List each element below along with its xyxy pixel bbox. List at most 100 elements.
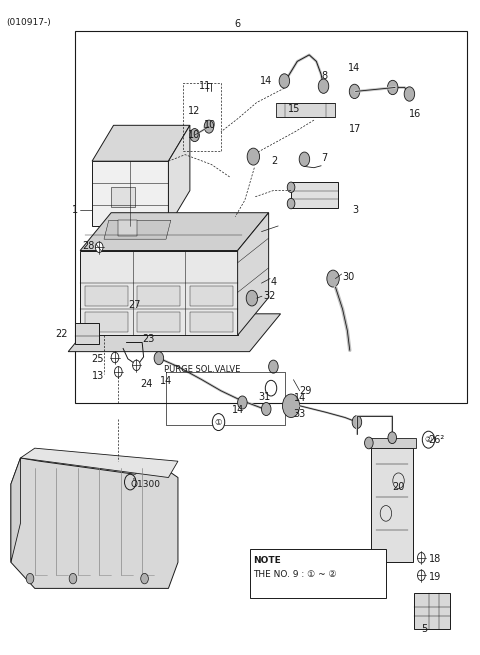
Circle shape — [262, 403, 271, 415]
Circle shape — [404, 87, 415, 101]
Text: 10: 10 — [204, 121, 216, 130]
Bar — [250, 550, 385, 598]
Circle shape — [69, 573, 77, 584]
Text: 5: 5 — [421, 624, 428, 634]
Circle shape — [154, 352, 164, 365]
Text: 12: 12 — [188, 106, 200, 116]
Text: ①: ① — [215, 418, 222, 426]
Circle shape — [279, 74, 289, 88]
Text: 26²: 26² — [429, 435, 445, 445]
Bar — [190, 286, 233, 306]
Text: 29: 29 — [300, 386, 312, 396]
Circle shape — [388, 432, 396, 443]
Circle shape — [204, 120, 214, 133]
Circle shape — [352, 415, 362, 428]
Text: 2: 2 — [271, 156, 277, 166]
Circle shape — [327, 270, 339, 287]
Text: 18: 18 — [429, 554, 441, 564]
Circle shape — [212, 413, 225, 430]
Text: 33: 33 — [293, 409, 306, 419]
Circle shape — [387, 81, 398, 95]
Text: 3: 3 — [352, 205, 358, 215]
Circle shape — [282, 394, 300, 417]
Text: PURGE SOL.VALVE: PURGE SOL.VALVE — [164, 365, 240, 375]
Circle shape — [318, 79, 329, 94]
Bar — [85, 286, 128, 306]
Circle shape — [132, 360, 140, 371]
Polygon shape — [21, 448, 178, 477]
Polygon shape — [168, 125, 190, 227]
Circle shape — [364, 437, 373, 449]
Bar — [190, 312, 233, 332]
Polygon shape — [80, 213, 269, 251]
Bar — [369, 438, 416, 448]
Text: 10: 10 — [188, 130, 200, 140]
Text: 27: 27 — [128, 300, 140, 310]
Text: 13: 13 — [92, 371, 104, 381]
Text: NOTE: NOTE — [253, 556, 281, 565]
Circle shape — [349, 84, 360, 98]
Text: 8: 8 — [321, 71, 327, 81]
Bar — [276, 103, 336, 117]
Bar — [137, 286, 180, 306]
Bar — [111, 187, 135, 207]
Bar — [137, 312, 180, 332]
Text: 28: 28 — [82, 241, 95, 251]
Text: 6: 6 — [235, 19, 240, 29]
Circle shape — [287, 182, 295, 193]
Text: 4: 4 — [271, 277, 277, 287]
Bar — [118, 219, 137, 236]
Polygon shape — [371, 448, 413, 562]
Text: 14: 14 — [294, 393, 306, 403]
Text: 24: 24 — [141, 379, 153, 389]
Circle shape — [141, 573, 148, 584]
Bar — [414, 593, 450, 629]
Circle shape — [246, 290, 258, 306]
Text: ②: ② — [425, 435, 432, 444]
Text: 30: 30 — [343, 272, 355, 282]
Text: 23: 23 — [142, 333, 155, 344]
Circle shape — [115, 367, 122, 377]
Polygon shape — [80, 251, 238, 335]
Text: 1: 1 — [72, 205, 78, 215]
Text: 16: 16 — [409, 109, 421, 119]
Polygon shape — [104, 220, 171, 239]
Bar — [85, 312, 128, 332]
Circle shape — [422, 431, 435, 448]
Text: 15: 15 — [288, 104, 300, 114]
Polygon shape — [68, 314, 281, 352]
Circle shape — [287, 198, 295, 209]
Circle shape — [269, 360, 278, 373]
Polygon shape — [11, 458, 178, 588]
Circle shape — [190, 128, 199, 141]
Polygon shape — [92, 125, 190, 161]
Text: 20: 20 — [393, 482, 405, 493]
Bar — [291, 182, 338, 208]
Polygon shape — [11, 458, 21, 562]
Circle shape — [418, 553, 425, 563]
Text: 14: 14 — [160, 376, 172, 386]
Circle shape — [247, 148, 260, 165]
Text: 14: 14 — [231, 405, 244, 415]
Circle shape — [96, 242, 103, 252]
Text: 7: 7 — [321, 153, 327, 163]
Bar — [75, 323, 99, 344]
Circle shape — [238, 396, 247, 409]
Text: 14: 14 — [348, 63, 360, 73]
Circle shape — [111, 352, 119, 363]
Text: 14: 14 — [260, 76, 272, 86]
Text: 32: 32 — [263, 291, 276, 301]
Text: THE NO. 9 : ① ~ ②: THE NO. 9 : ① ~ ② — [253, 570, 337, 579]
Text: 19: 19 — [429, 572, 441, 582]
Text: 11: 11 — [199, 81, 212, 91]
Text: 31: 31 — [259, 392, 271, 402]
Polygon shape — [238, 213, 269, 335]
Text: Õ1300: Õ1300 — [130, 479, 160, 489]
Circle shape — [299, 152, 310, 166]
Text: (010917-): (010917-) — [6, 18, 51, 27]
Bar — [75, 31, 467, 403]
Text: 17: 17 — [349, 124, 361, 134]
Polygon shape — [92, 161, 168, 227]
Text: 25: 25 — [92, 354, 104, 364]
Circle shape — [418, 570, 425, 580]
